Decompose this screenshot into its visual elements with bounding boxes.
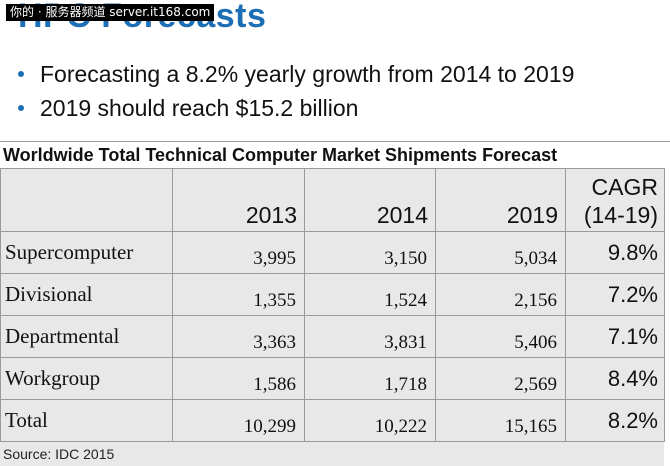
bullet-list: Forecasting a 8.2% yearly growth from 20… bbox=[14, 57, 574, 125]
cell-2019: 5,406 bbox=[435, 315, 566, 358]
bullet-item: Forecasting a 8.2% yearly growth from 20… bbox=[14, 57, 574, 91]
bullet-text: Forecasting a 8.2% yearly growth from 20… bbox=[40, 60, 575, 87]
header-cagr-line2: (14-19) bbox=[583, 202, 658, 228]
bullet-dot-icon bbox=[18, 105, 24, 111]
header-cagr: CAGR (14-19) bbox=[565, 168, 665, 232]
cell-2019: 2,156 bbox=[435, 273, 566, 316]
bullet-dot-icon bbox=[18, 71, 24, 77]
table-row-total: Total 10,299 10,222 15,165 8.2% bbox=[0, 399, 665, 442]
table-row: Departmental 3,363 3,831 5,406 7.1% bbox=[0, 315, 665, 358]
forecast-table-container: Worldwide Total Technical Computer Marke… bbox=[0, 141, 670, 466]
cell-2014: 1,524 bbox=[304, 273, 436, 316]
cell-2013: 1,355 bbox=[172, 273, 305, 316]
bullet-text: 2019 should reach $15.2 billion bbox=[40, 94, 359, 121]
cell-cagr: 9.8% bbox=[565, 231, 665, 274]
header-blank bbox=[0, 168, 173, 232]
cell-2019: 5,034 bbox=[435, 231, 566, 274]
table-row: Supercomputer 3,995 3,150 5,034 9.8% bbox=[0, 231, 665, 274]
row-label: Divisional bbox=[0, 273, 173, 316]
cell-cagr: 8.2% bbox=[565, 399, 665, 442]
source-note: Source: IDC 2015 bbox=[0, 442, 664, 466]
cell-2013: 1,586 bbox=[172, 357, 305, 400]
cell-2013: 3,363 bbox=[172, 315, 305, 358]
table-row: Workgroup 1,586 1,718 2,569 8.4% bbox=[0, 357, 665, 400]
row-label: Supercomputer bbox=[0, 231, 173, 274]
cell-cagr: 7.2% bbox=[565, 273, 665, 316]
table-header-row: 2013 2014 2019 CAGR (14-19) bbox=[0, 168, 665, 232]
table-title: Worldwide Total Technical Computer Marke… bbox=[0, 141, 670, 168]
header-cagr-line1: CAGR bbox=[591, 174, 658, 200]
watermark: 你的 · 服务器频道 server.it168.com bbox=[6, 4, 215, 21]
table-row: Divisional 1,355 1,524 2,156 7.2% bbox=[0, 273, 665, 316]
cell-2013: 10,299 bbox=[172, 399, 305, 442]
cell-cagr: 7.1% bbox=[565, 315, 665, 358]
cell-2019: 15,165 bbox=[435, 399, 566, 442]
cell-2014: 3,150 bbox=[304, 231, 436, 274]
bullet-item: 2019 should reach $15.2 billion bbox=[14, 91, 574, 125]
row-label: Workgroup bbox=[0, 357, 173, 400]
header-2019: 2019 bbox=[435, 168, 566, 232]
cell-2019: 2,569 bbox=[435, 357, 566, 400]
cell-2014: 3,831 bbox=[304, 315, 436, 358]
cell-2013: 3,995 bbox=[172, 231, 305, 274]
forecast-table: 2013 2014 2019 CAGR (14-19) Supercompute… bbox=[0, 168, 665, 442]
header-2014: 2014 bbox=[304, 168, 436, 232]
cell-2014: 10,222 bbox=[304, 399, 436, 442]
header-2013: 2013 bbox=[172, 168, 305, 232]
row-label: Total bbox=[0, 399, 173, 442]
cell-2014: 1,718 bbox=[304, 357, 436, 400]
row-label: Departmental bbox=[0, 315, 173, 358]
cell-cagr: 8.4% bbox=[565, 357, 665, 400]
